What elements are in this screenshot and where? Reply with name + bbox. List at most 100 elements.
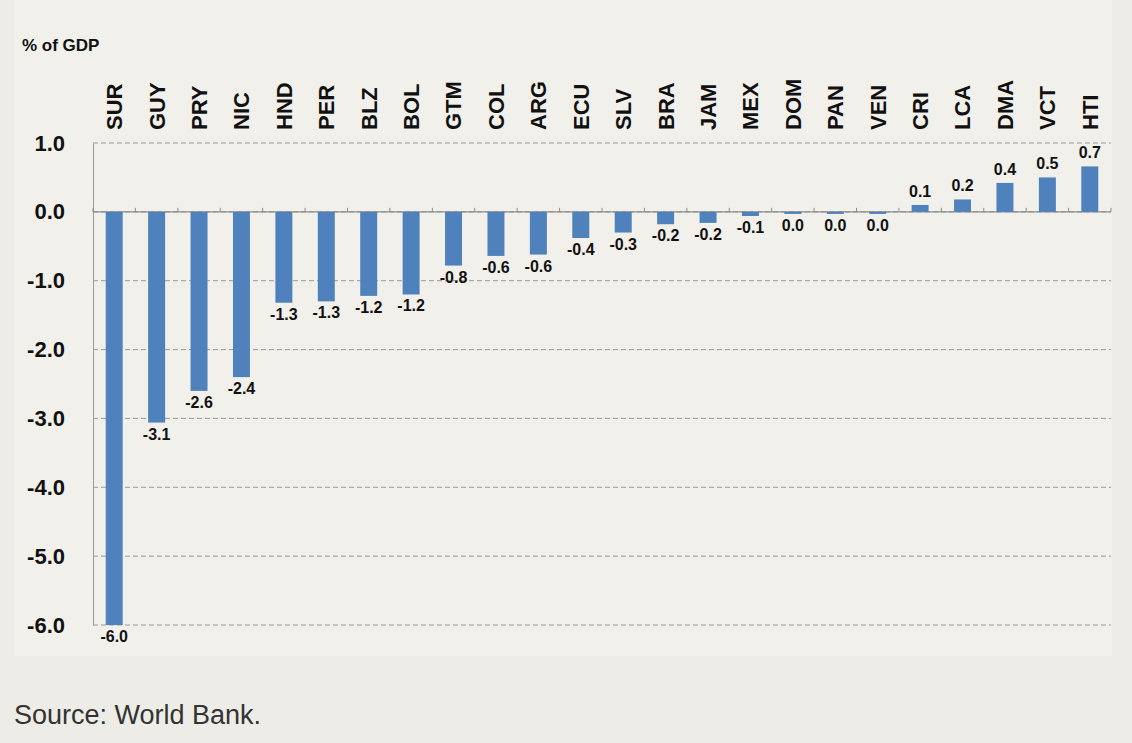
x-tick-label: ARG [526, 81, 551, 130]
chart: -6.0-5.0-4.0-3.0-2.0-1.00.01.0-6.0-3.1-2… [0, 0, 1132, 743]
y-tick-label: -2.0 [27, 337, 65, 362]
bar [318, 212, 335, 302]
x-tick-label: SUR [102, 83, 127, 130]
bar [742, 212, 759, 216]
source: Source: World Bank. [14, 700, 261, 730]
x-tick: VCT [1035, 85, 1060, 130]
x-tick-label: JAM [696, 84, 721, 130]
bar [360, 212, 377, 296]
x-tick: GTM [441, 81, 466, 130]
x-tick: NIC [229, 92, 254, 130]
y-tick: -3.0 [27, 406, 93, 431]
category-separator [602, 208, 603, 212]
y-tick-label: 1.0 [34, 131, 65, 156]
data-labels: -6.0-3.1-2.6-2.4-1.3-1.3-1.2-1.2-0.8-0.6… [100, 144, 1101, 645]
x-tick-label: LCA [950, 85, 975, 130]
data-label: 0.4 [994, 161, 1016, 178]
category-separator [1068, 208, 1069, 212]
bar [191, 212, 208, 391]
x-tick-label: SLV [611, 89, 636, 130]
x-tick-label: GTM [441, 81, 466, 130]
x-tick: PAN [823, 85, 848, 130]
data-label: 0.0 [782, 217, 804, 234]
category-separator [432, 208, 433, 212]
data-label: -0.6 [482, 259, 510, 276]
data-label: 0.0 [867, 217, 889, 234]
x-tick: MEX [738, 82, 763, 130]
category-separator [983, 208, 984, 212]
x-tick: JAM [696, 84, 721, 130]
category-separator [1026, 208, 1027, 212]
data-label: -6.0 [100, 628, 128, 645]
x-tick: DMA [993, 80, 1018, 130]
bar [233, 212, 250, 377]
chart-background [14, 0, 1112, 656]
category-separator [559, 208, 560, 212]
bar [445, 212, 462, 266]
category-separator [941, 208, 942, 212]
x-tick: BOL [399, 84, 424, 130]
y-tick-label: 0.0 [34, 199, 65, 224]
x-tick-label: GUY [145, 82, 170, 130]
bar [530, 212, 547, 255]
x-tick-label: HND [272, 82, 297, 130]
bar [954, 199, 971, 211]
x-tick-label: HTI [1078, 95, 1103, 130]
bar [106, 212, 123, 625]
y-tick: 0.0 [34, 199, 93, 224]
data-label: -2.6 [185, 394, 213, 411]
grid-line [93, 625, 1111, 626]
x-tick: LCA [950, 85, 975, 130]
data-label: -0.1 [737, 219, 765, 236]
bar [869, 212, 886, 214]
y-tick: -1.0 [27, 268, 93, 293]
x-tick: BRA [654, 82, 679, 130]
data-label: 0.7 [1079, 144, 1101, 161]
category-separator [220, 208, 221, 212]
x-tick: PER [314, 85, 339, 130]
grid [93, 143, 1111, 625]
category-separator [347, 208, 348, 212]
x-tick-label: NIC [229, 92, 254, 130]
y-tick: -4.0 [27, 475, 93, 500]
x-tick-label: PAN [823, 85, 848, 130]
category-separator [305, 208, 306, 212]
bar [148, 212, 165, 423]
category-separator [474, 208, 475, 212]
data-label: 0.5 [1036, 155, 1058, 172]
x-tick-label: ECU [569, 84, 594, 130]
x-tick-label: COL [484, 84, 509, 130]
data-label: -1.2 [355, 299, 383, 316]
y-tick-label: -3.0 [27, 406, 65, 431]
x-tick: SUR [102, 83, 127, 130]
y-tick: 1.0 [34, 131, 93, 156]
y-axis: -6.0-5.0-4.0-3.0-2.0-1.00.01.0 [27, 131, 93, 638]
bar [827, 212, 844, 214]
bar [657, 212, 674, 224]
category-separator [135, 208, 136, 212]
data-label: -2.4 [228, 380, 256, 397]
y-tick-label: -1.0 [27, 268, 65, 293]
data-label: -0.6 [525, 258, 553, 275]
category-separator [686, 208, 687, 212]
grid-line [93, 418, 1111, 419]
data-label: -3.1 [143, 426, 171, 443]
data-label: 0.0 [824, 217, 846, 234]
data-label: -0.3 [609, 236, 637, 253]
x-tick: SLV [611, 89, 636, 130]
y-axis-title: % of GDP [22, 36, 99, 55]
data-label: -1.2 [397, 297, 425, 314]
category-separator [856, 208, 857, 212]
category-separator [93, 208, 94, 212]
y-axis-line [93, 144, 94, 626]
x-tick-label: BLZ [357, 87, 382, 130]
bar [1039, 177, 1056, 211]
category-separator [177, 208, 178, 212]
x-tick-label: VEN [866, 85, 891, 130]
x-axis: SURGUYPRYNICHNDPERBLZBOLGTMCOLARGECUSLVB… [94, 79, 1112, 131]
y-tick-label: -4.0 [27, 475, 65, 500]
grid-line [93, 556, 1111, 557]
x-tick: ECU [569, 84, 594, 130]
x-tick: HTI [1078, 95, 1103, 130]
category-separator [644, 208, 645, 212]
